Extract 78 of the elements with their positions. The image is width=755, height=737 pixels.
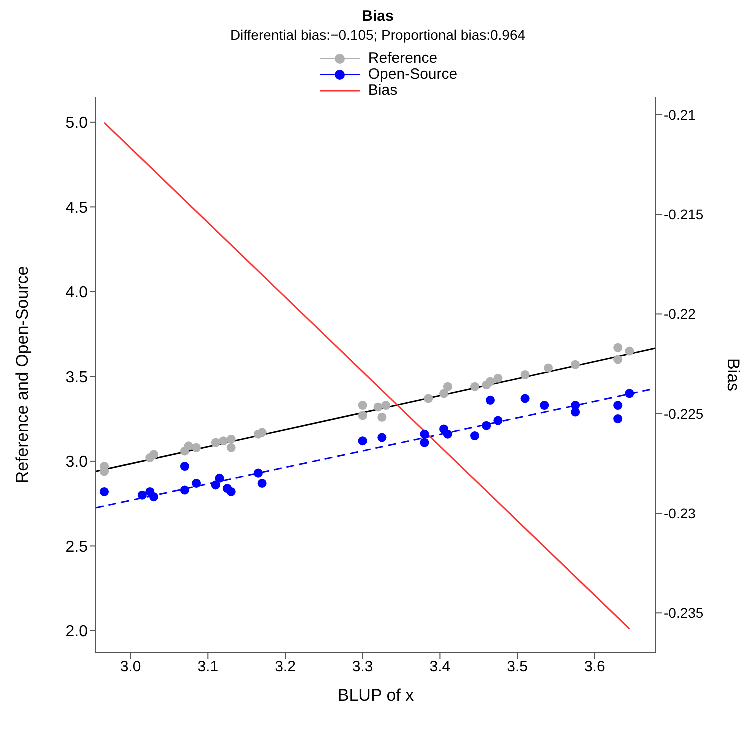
point <box>440 389 449 398</box>
y2-tick-label: -0.22 <box>664 306 696 322</box>
point <box>226 487 236 496</box>
point <box>226 443 236 452</box>
chart-title: Bias <box>361 8 395 25</box>
point <box>614 414 623 424</box>
y2-tick-label: -0.235 <box>664 605 704 622</box>
point <box>470 382 480 392</box>
point <box>100 487 110 496</box>
x-tick-label: 3.4 <box>430 658 451 676</box>
legend-label: Reference <box>368 50 438 67</box>
point <box>571 360 580 370</box>
x-tick-label: 3.2 <box>275 658 296 676</box>
point <box>486 396 495 405</box>
point <box>420 430 430 439</box>
y-tick-label: 4.0 <box>66 284 88 302</box>
x-tick-label: 3.6 <box>584 658 606 676</box>
point <box>614 355 623 364</box>
point <box>540 401 550 410</box>
chart-subtitle: Differential bias:−0.105; Proportional bias:0.964 <box>229 27 527 43</box>
point <box>180 486 190 495</box>
point <box>382 401 391 410</box>
y2-tick-label: -0.215 <box>664 206 704 223</box>
point <box>211 438 220 448</box>
point <box>614 343 623 352</box>
point <box>520 394 530 404</box>
point <box>470 432 480 441</box>
y2-tick-label: -0.225 <box>664 406 704 422</box>
point <box>219 436 228 446</box>
legend-label: Open-Source <box>368 66 458 83</box>
point <box>149 450 159 460</box>
point <box>443 430 452 439</box>
point <box>254 468 263 478</box>
x-tick-label: 3.1 <box>198 658 219 676</box>
y2-tick-label: -0.23 <box>664 505 696 522</box>
point <box>625 389 634 398</box>
point <box>625 346 634 356</box>
point <box>482 421 492 430</box>
point <box>358 401 368 410</box>
x-axis-title: BLUP of x <box>338 686 415 705</box>
point <box>184 442 194 451</box>
point <box>494 374 503 383</box>
y-tick-label: 2.0 <box>66 624 88 641</box>
point <box>226 434 236 444</box>
x-tick-label: 3.5 <box>507 658 528 676</box>
point <box>138 490 147 500</box>
point <box>258 428 267 438</box>
point <box>378 433 387 442</box>
point <box>215 474 224 483</box>
y2-tick-label: -0.21 <box>664 106 696 123</box>
point <box>424 394 434 404</box>
point <box>149 492 159 502</box>
point <box>443 382 452 392</box>
point <box>420 438 430 448</box>
y-tick-label: 2.5 <box>66 538 88 556</box>
x-tick-label: 3.3 <box>352 658 374 676</box>
point <box>378 412 387 422</box>
y-tick-label: 3.5 <box>66 369 88 386</box>
point <box>192 478 202 488</box>
y-tick-label: 4.5 <box>66 200 88 217</box>
y2-axis-title: Bias <box>724 358 743 392</box>
y-tick-label: 3.0 <box>66 454 88 472</box>
point <box>258 478 267 488</box>
y-axis-title: Reference and Open-Source <box>13 266 32 484</box>
point <box>358 436 368 446</box>
point <box>494 416 503 426</box>
point <box>614 401 623 410</box>
point <box>374 402 383 412</box>
point <box>358 411 368 420</box>
legend-label: Bias <box>368 82 398 99</box>
point <box>211 480 220 490</box>
y-tick-label: 5.0 <box>66 115 88 132</box>
point <box>192 443 202 452</box>
point <box>180 462 190 472</box>
point <box>520 370 530 380</box>
x-tick-label: 3.0 <box>120 658 142 676</box>
point <box>544 364 553 373</box>
point <box>486 377 495 386</box>
